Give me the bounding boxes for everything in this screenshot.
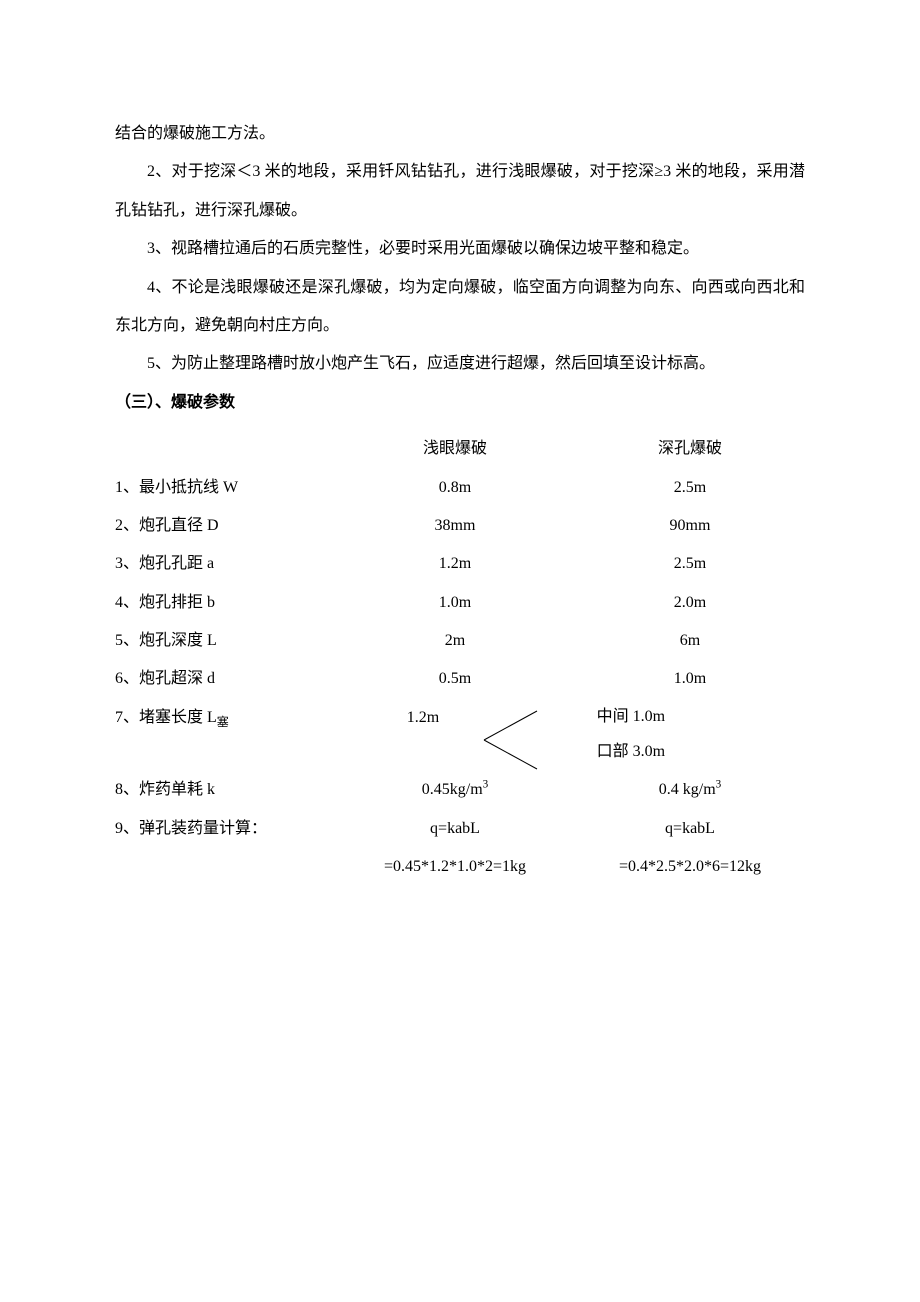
row7-deep-bottom: 口部 3.0m [597,734,665,769]
row-deep: 6m [575,622,805,660]
row-deep: 2.5m [575,545,805,583]
row8-shallow-exp: 3 [483,779,489,791]
row8-shallow: 0.45kg/m3 [335,771,575,809]
row-shallow: 2m [335,622,575,660]
row-label: 3、炮孔孔距 a [115,545,335,583]
params-table: 浅眼爆破 深孔爆破 1、最小抵抗线 W 0.8m 2.5m 2、炮孔直径 D 3… [115,430,805,886]
table-row: 2、炮孔直径 D 38mm 90mm [115,507,805,545]
row-label: 1、最小抵抗线 W [115,469,335,507]
row-deep: 1.0m [575,660,805,698]
section-heading: （三）、爆破参数 [115,384,805,422]
row8-deep: 0.4 kg/m3 [575,771,805,809]
row9-deep-eq: q=kabL [575,810,805,848]
row7-label-text: 7、堵塞长度 L [115,709,217,726]
row8-label: 8、炸药单耗 k [115,771,335,809]
row-shallow: 0.8m [335,469,575,507]
paragraph-5: 5、为防止整理路槽时放小炮产生飞石，应适度进行超爆，然后回填至设计标高。 [115,345,805,383]
row9-label: 9、弹孔装药量计算： [115,810,335,848]
table-row-9: 9、弹孔装药量计算： q=kabL q=kabL [115,810,805,848]
row-label: 2、炮孔直径 D [115,507,335,545]
row-deep: 2.5m [575,469,805,507]
table-row: 3、炮孔孔距 a 1.2m 2.5m [115,545,805,583]
row-label: 5、炮孔深度 L [115,622,335,660]
bracket-icon [482,705,542,775]
paragraph-3: 3、视路槽拉通后的石质完整性，必要时采用光面爆破以确保边坡平整和稳定。 [115,230,805,268]
row-label: 4、炮孔排拒 b [115,584,335,622]
row8-shallow-val: 0.45kg/m [422,781,483,798]
table-row: 1、最小抵抗线 W 0.8m 2.5m [115,469,805,507]
row-shallow: 0.5m [335,660,575,698]
row7-deep-stack: 中间 1.0m 口部 3.0m [597,699,665,769]
row-deep: 2.0m [575,584,805,622]
header-shallow: 浅眼爆破 [335,430,575,468]
row8-deep-exp: 3 [716,779,722,791]
paragraph-4: 4、不论是浅眼爆破还是深孔爆破，均为定向爆破，临空面方向调整为向东、向西或向西北… [115,269,805,346]
table-header-row: 浅眼爆破 深孔爆破 [115,430,805,468]
row-label: 6、炮孔超深 d [115,660,335,698]
paragraph-2: 2、对于挖深＜3 米的地段，采用钎风钻钻孔，进行浅眼爆破，对于挖深≥3 米的地段… [115,153,805,230]
row9-shallow-calc: =0.45*1.2*1.0*2=1kg [335,848,575,886]
row-shallow: 1.0m [335,584,575,622]
row-shallow: 38mm [335,507,575,545]
paragraph-1: 结合的爆破施工方法。 [115,115,805,153]
row9-deep-calc: =0.4*2.5*2.0*6=12kg [575,848,805,886]
row8-deep-val: 0.4 kg/m [659,781,716,798]
row-shallow: 1.2m [335,545,575,583]
row-deep: 90mm [575,507,805,545]
table-row: 4、炮孔排拒 b 1.0m 2.0m [115,584,805,622]
table-row-9b: =0.45*1.2*1.0*2=1kg =0.4*2.5*2.0*6=12kg [115,848,805,886]
table-row-7: 7、堵塞长度 L塞 1.2m 中间 1.0m 口部 3.0m [115,699,805,772]
header-deep: 深孔爆破 [575,430,805,468]
row7-deep-top: 中间 1.0m [597,699,665,734]
row7-deep: 中间 1.0m 口部 3.0m [532,699,805,772]
table-row: 5、炮孔深度 L 2m 6m [115,622,805,660]
row7-label: 7、堵塞长度 L塞 [115,699,314,737]
row7-label-sub: 塞 [217,715,229,729]
table-row-8: 8、炸药单耗 k 0.45kg/m3 0.4 kg/m3 [115,771,805,809]
table-row: 6、炮孔超深 d 0.5m 1.0m [115,660,805,698]
row9-shallow-eq: q=kabL [335,810,575,848]
document-page: 结合的爆破施工方法。 2、对于挖深＜3 米的地段，采用钎风钻钻孔，进行浅眼爆破，… [0,0,920,1302]
